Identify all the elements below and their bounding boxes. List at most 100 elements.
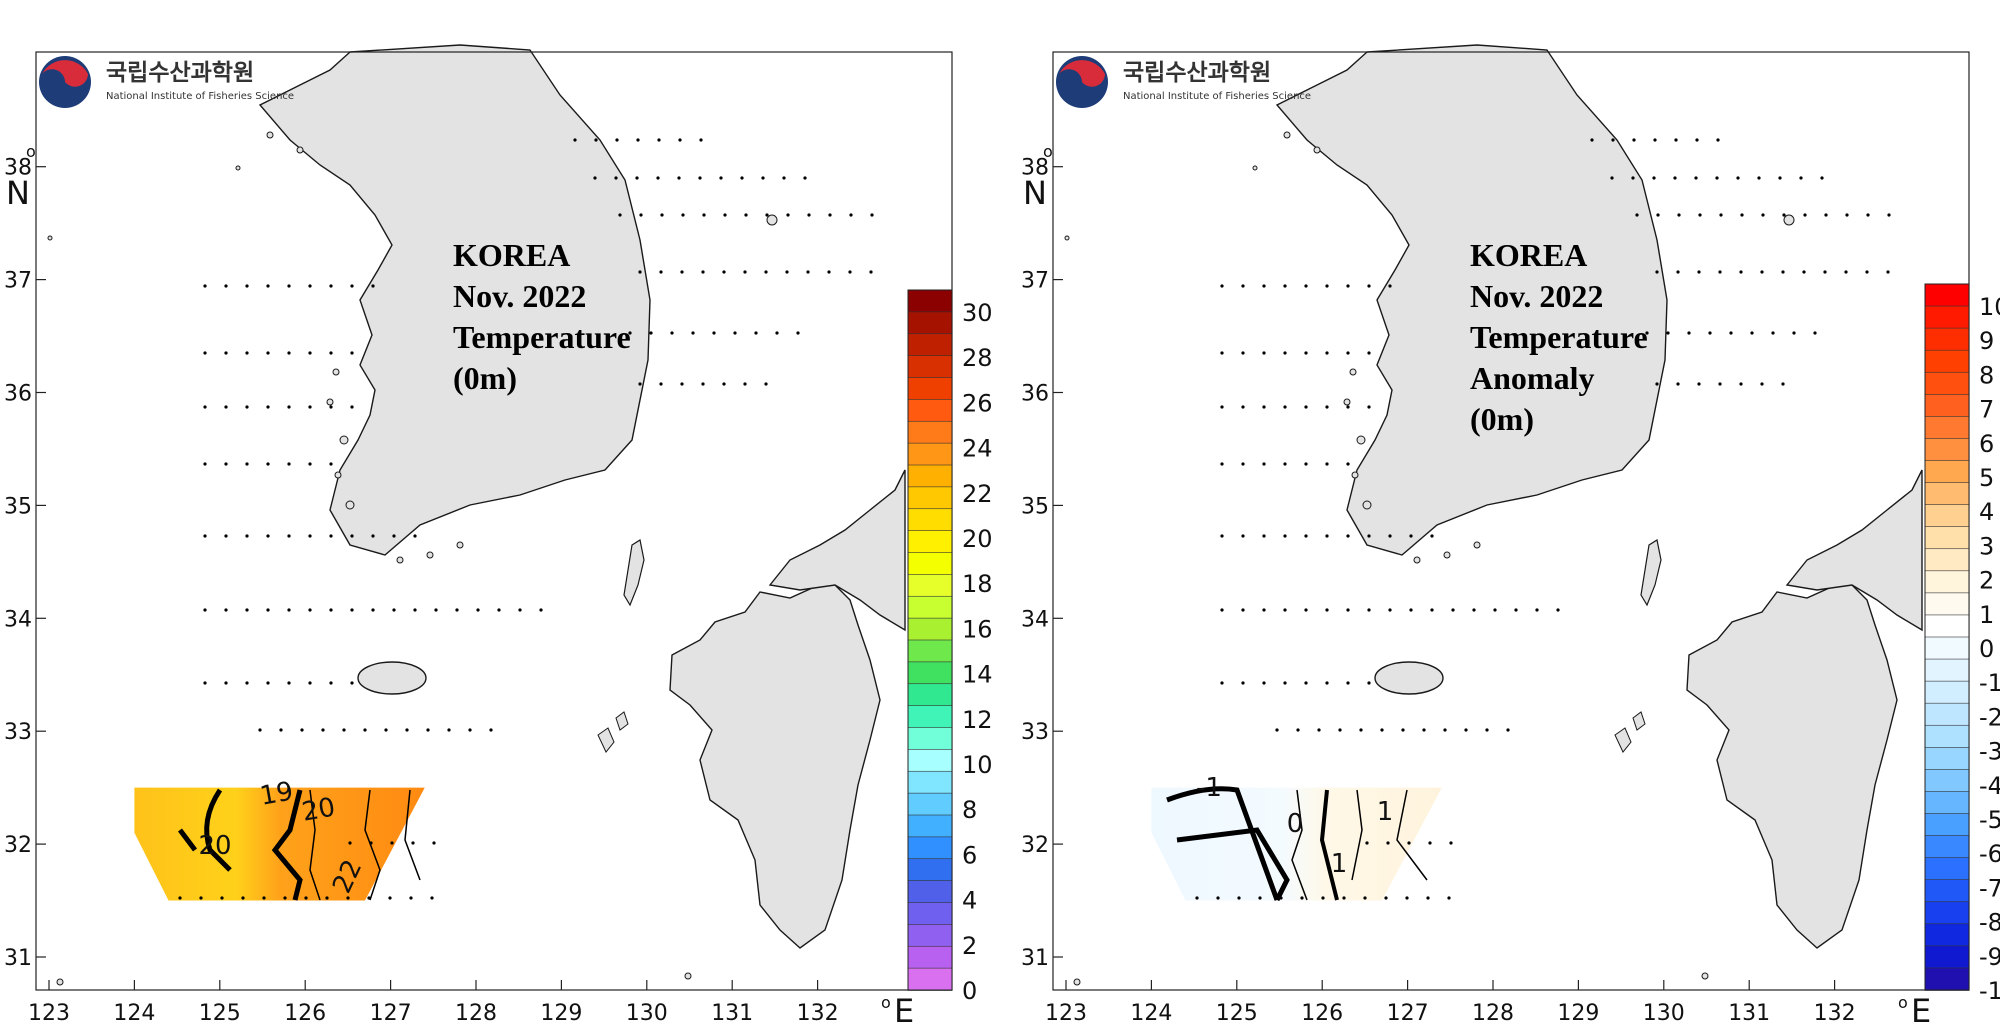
station-dot: [1718, 382, 1722, 386]
lat-tick-label: 36: [4, 382, 32, 407]
station-dot: [1485, 728, 1489, 732]
station-dot: [782, 176, 786, 180]
colorbar-label: 8: [962, 796, 977, 824]
colorbar-swatch: [907, 858, 953, 882]
station-dot: [1363, 896, 1367, 900]
station-dot: [1346, 405, 1350, 409]
station-dot: [796, 331, 800, 335]
station-dot: [1304, 351, 1308, 355]
colorbar-swatch: [907, 486, 953, 510]
station-dot: [1760, 382, 1764, 386]
station-dot: [308, 608, 312, 612]
station-dot: [1367, 681, 1371, 685]
lon-degree-symbol: o: [1898, 993, 1908, 1012]
station-dot: [342, 728, 346, 732]
colorbar-swatch: [1924, 769, 1970, 793]
contour-label: 20: [300, 792, 338, 827]
station-dot: [656, 176, 660, 180]
station-dot: [1792, 331, 1796, 335]
station-dot: [1367, 284, 1371, 288]
lat-tick-label: 33: [1021, 720, 1049, 745]
station-dot: [740, 176, 744, 180]
station-dot: [1367, 405, 1371, 409]
station-dot: [681, 213, 685, 217]
station-dot: [371, 284, 375, 288]
station-dot: [1632, 138, 1636, 142]
title-line: Temperature: [453, 319, 631, 355]
station-dot: [224, 681, 228, 685]
station-dot: [1220, 681, 1224, 685]
colorbar-label: -10: [1979, 977, 2000, 1005]
station-dot: [1443, 728, 1447, 732]
station-dot: [659, 382, 663, 386]
logo-english-text: National Institute of Fisheries Science: [106, 91, 294, 102]
station-dot: [1698, 213, 1702, 217]
title-line: KOREA: [1470, 237, 1587, 273]
station-dot: [224, 351, 228, 355]
colorbar-swatch: [907, 814, 953, 838]
station-dot: [371, 534, 375, 538]
station-dot: [350, 608, 354, 612]
station-dot: [266, 608, 270, 612]
station-dot: [1241, 462, 1245, 466]
station-dot: [287, 284, 291, 288]
station-dot: [1673, 176, 1677, 180]
colorbar-label: 0: [962, 977, 977, 1005]
station-dot: [1781, 382, 1785, 386]
station-dot: [1262, 462, 1266, 466]
station-dot: [1824, 213, 1828, 217]
contour-label: 0: [1287, 809, 1304, 839]
station-dot: [1813, 331, 1817, 335]
station-dot: [1283, 681, 1287, 685]
station-dot: [1365, 841, 1369, 845]
station-dot: [1346, 681, 1350, 685]
station-dot: [409, 896, 413, 900]
contour-line: [309, 789, 321, 901]
lon-tick-label: 126: [1301, 1001, 1343, 1024]
station-dot: [266, 351, 270, 355]
colorbar-swatch: [1924, 592, 1970, 616]
colorbar-label: -9: [1979, 943, 2000, 971]
station-dot: [447, 728, 451, 732]
station-dot: [430, 896, 434, 900]
contour-label: 19: [258, 776, 296, 811]
station-dot: [1325, 351, 1329, 355]
station-dot: [1676, 270, 1680, 274]
station-dot: [329, 608, 333, 612]
lon-tick-label: 125: [1216, 1001, 1258, 1024]
station-dot: [1321, 896, 1325, 900]
colorbar: 109876543210-1-2-3-4-5-6-7-8-9-10: [1924, 283, 2000, 1005]
station-dot: [1535, 608, 1539, 612]
station-dot: [287, 462, 291, 466]
station-dot: [1865, 270, 1869, 274]
station-dot: [1464, 728, 1468, 732]
lon-tick-label: 131: [1728, 1001, 1770, 1024]
lon-tick-label: 124: [113, 1001, 155, 1024]
station-dot: [1715, 176, 1719, 180]
station-dot: [1283, 534, 1287, 538]
station-dot: [870, 213, 874, 217]
colorbar-label: -6: [1979, 840, 2000, 868]
station-dot: [1697, 270, 1701, 274]
station-dot: [455, 608, 459, 612]
lat-tick-label: 36: [1021, 382, 1049, 407]
station-dot: [1666, 331, 1670, 335]
station-dot: [283, 896, 287, 900]
colorbar-swatch: [1924, 526, 1970, 550]
colorbar-swatch: [1924, 371, 1970, 396]
station-dot: [712, 331, 716, 335]
colorbar-swatch: [907, 836, 953, 860]
station-dot: [722, 270, 726, 274]
station-dot: [1241, 405, 1245, 409]
station-dot: [371, 608, 375, 612]
colorbar-label: -8: [1979, 909, 2000, 937]
contour-line: [364, 789, 381, 901]
contour-line: [1396, 789, 1428, 881]
lat-tick-label: 34: [4, 607, 32, 632]
logo-korean-text: 국립수산과학원: [106, 60, 254, 86]
station-dot: [321, 728, 325, 732]
station-dot: [329, 681, 333, 685]
colorbar-label: 9: [1979, 327, 1994, 355]
colorbar-swatch: [1924, 283, 1970, 307]
station-dot: [1258, 896, 1262, 900]
